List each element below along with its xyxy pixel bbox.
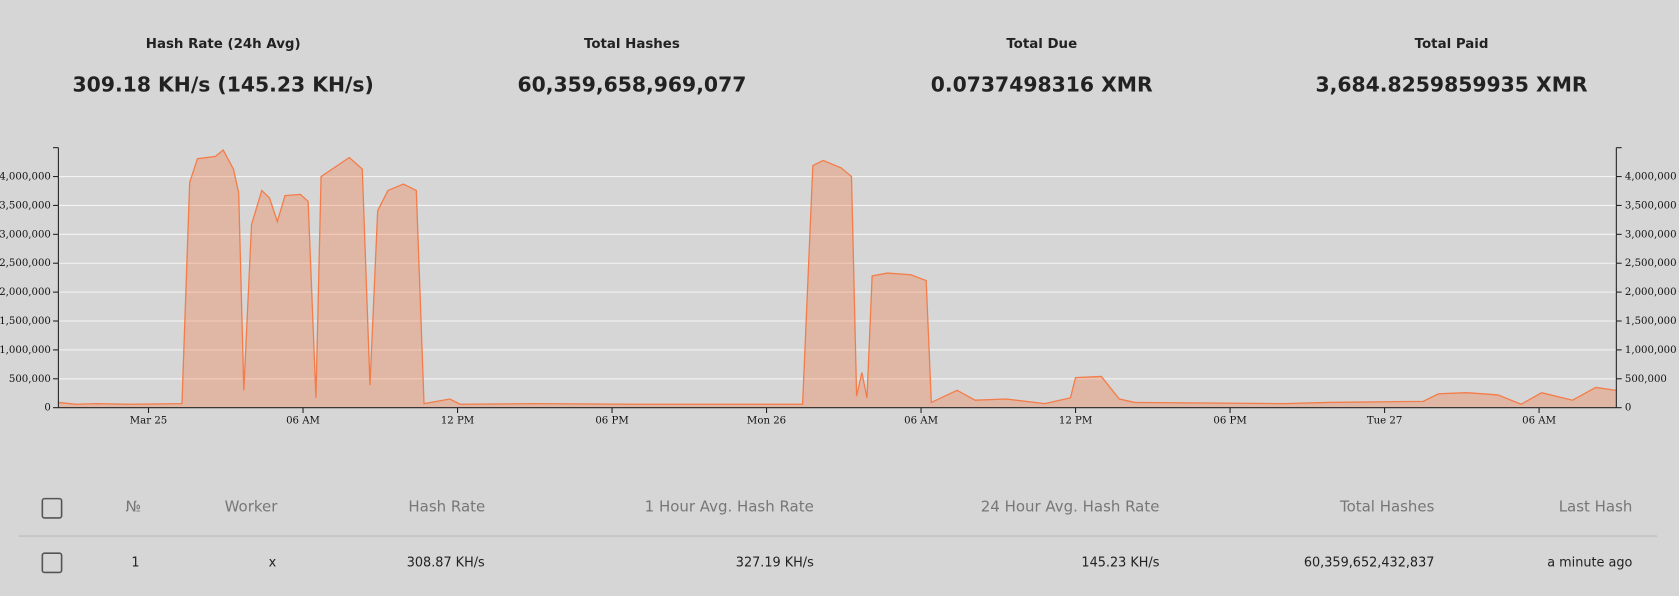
stat-label: Total Paid [1415, 37, 1489, 52]
table-cell: 1 [131, 555, 139, 570]
select-all-checkbox[interactable] [41, 497, 63, 519]
x-tick-label: 12 PM [441, 416, 474, 427]
stat-value: 60,359,658,969,077 [517, 73, 746, 97]
y-tick-label: 2,500,000 [0, 258, 51, 269]
x-tick-label: 06 PM [1213, 416, 1246, 427]
column-header: 24 Hour Avg. Hash Rate [981, 498, 1160, 516]
x-tick-label: 06 AM [286, 416, 320, 427]
y-tick-label: 0 [44, 403, 50, 414]
y-tick-label: 500,000 [9, 374, 51, 385]
column-header: Worker [225, 498, 279, 516]
y2-tick-label: 1,500,000 [1625, 316, 1677, 327]
stat-value: 3,684.8259859935 XMR [1315, 73, 1587, 97]
y-tick-label: 3,000,000 [0, 229, 51, 240]
y2-tick-label: 4,000,000 [1625, 172, 1677, 183]
area [58, 150, 1617, 408]
y2-tick-label: 2,500,000 [1625, 258, 1677, 269]
column-header: Total Hashes [1339, 498, 1435, 516]
x-tick-label: Mar 25 [130, 416, 167, 427]
y2-tick-label: 1,000,000 [1625, 345, 1677, 356]
stat-value: 309.18 KH/s (145.23 KH/s) [73, 73, 374, 97]
y2-tick-label: 0 [1625, 403, 1631, 414]
column-header: 1 Hour Avg. Hash Rate [645, 498, 814, 516]
table-cell: 145.23 KH/s [1081, 555, 1159, 570]
y-tick-label: 3,500,000 [0, 200, 51, 211]
worker-table: № Worker Hash Rate 1 Hour Avg. Hash Rate 24 … [18, 497, 1657, 574]
table-cell: 60,359,652,432,837 [1304, 555, 1435, 570]
table-cell: a minute ago [1547, 555, 1632, 570]
x-tick-label: 12 PM [1059, 416, 1092, 427]
x-tick-label: Tue 27 [1367, 416, 1402, 427]
row-checkbox[interactable] [41, 552, 63, 574]
stat-label: Total Hashes [584, 37, 680, 52]
x-tick-label: 06 AM [1522, 416, 1556, 427]
y2-tick-label: 3,500,000 [1625, 200, 1677, 211]
stat-label: Hash Rate (24h Avg) [146, 37, 301, 52]
column-header: Last Hash [1559, 498, 1633, 516]
chart: 0 500,000 1,000,000 1,500,000 2,000,000 2,500… [0, 147, 1677, 427]
y-tick-label: 2,000,000 [0, 287, 51, 298]
y2-tick-label: 3,000,000 [1625, 229, 1677, 240]
stat-value: 0.0737498316 XMR [931, 73, 1153, 97]
table-cell: 308.87 KH/s [407, 555, 485, 570]
y-tick-label: 4,000,000 [0, 172, 51, 183]
table-cell: 327.19 KH/s [736, 555, 814, 570]
x-tick-label: 06 AM [904, 416, 938, 427]
y-tick-label: 1,500,000 [0, 316, 51, 327]
column-header: Hash Rate [408, 498, 485, 516]
column-header: № [125, 498, 141, 516]
y2-tick-label: 500,000 [1625, 374, 1667, 385]
line [58, 149, 1617, 405]
y-tick-label: 1,000,000 [0, 345, 51, 356]
stat-label: Total Due [1006, 37, 1077, 52]
x-tick-label: 06 PM [595, 416, 628, 427]
table-cell: x [269, 555, 277, 570]
stats: Hash Rate (24h Avg) 309.18 KH/s (145.23 K… [73, 37, 1588, 97]
y2-tick-label: 2,000,000 [1625, 287, 1677, 298]
x-tick-label: Mon 26 [747, 416, 786, 427]
